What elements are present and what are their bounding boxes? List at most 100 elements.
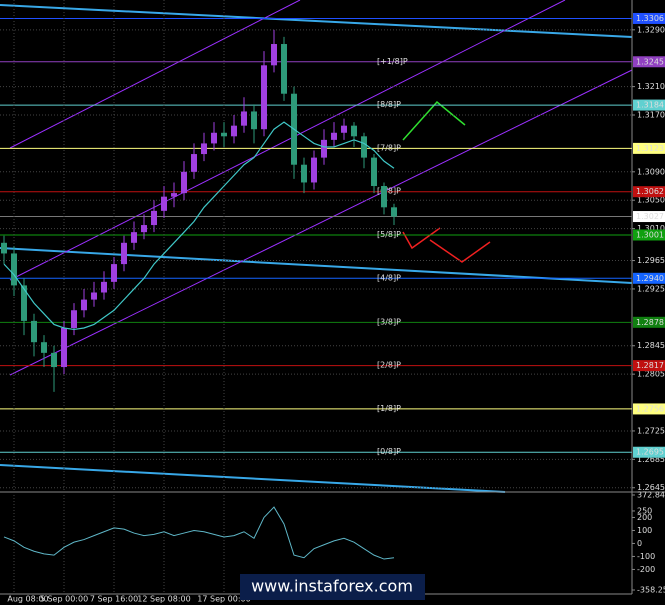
level-label: [5/8]P	[377, 230, 401, 239]
candle-body	[151, 210, 157, 226]
candle-body	[111, 264, 117, 282]
candle-body	[61, 328, 67, 368]
candle-body	[341, 125, 347, 133]
level-label: [0/8]P	[377, 447, 401, 456]
level-box	[633, 403, 665, 415]
y-tick-label: 1.2805	[637, 370, 665, 379]
indicator-tick-label: -100	[637, 552, 655, 561]
level-value: 1.3306	[636, 14, 664, 23]
level-value: 1.2756	[636, 404, 664, 413]
level-value: 1.2878	[636, 318, 664, 327]
candle-body	[281, 44, 287, 94]
candle-body	[251, 111, 257, 130]
indicator-tick-label: 100	[637, 526, 652, 535]
level-label: [2/8]P	[377, 361, 401, 370]
candle-body	[1, 242, 7, 254]
level-label: [4/8]P	[377, 273, 401, 282]
level-value: 1.2817	[636, 361, 664, 370]
candle-body	[71, 310, 77, 328]
x-tick-label: 12 Sep 08:00	[137, 595, 190, 604]
candle-body	[361, 136, 367, 158]
candle-body	[21, 285, 27, 321]
candle-body	[131, 232, 137, 243]
level-box	[633, 56, 665, 68]
candle-body	[211, 132, 217, 144]
candle-body	[141, 225, 147, 233]
x-tick-label: 5 Sep 00:00	[40, 595, 88, 604]
y-tick-label: 1.3010	[637, 224, 665, 233]
level-value: 1.2695	[636, 448, 664, 457]
level-label: [+1/8]P	[377, 57, 408, 66]
level-label: [6/8]P	[377, 187, 401, 196]
y-tick-label: 1.2925	[637, 284, 665, 293]
level-value: 1.3184	[636, 101, 664, 110]
candle-body	[81, 299, 87, 311]
level-box	[633, 272, 665, 284]
indicator-tick-label: -358.25	[637, 586, 665, 595]
x-tick-label: 7 Sep 16:00	[90, 595, 138, 604]
candle-body	[11, 253, 17, 286]
y-tick-label: 1.2645	[637, 483, 665, 492]
candle-body	[391, 207, 397, 217]
level-value: 1.3001	[636, 230, 664, 239]
y-tick-label: 1.2685	[637, 455, 665, 464]
watermark-box	[240, 574, 425, 600]
candle-body	[331, 132, 337, 140]
candle-body	[311, 157, 317, 183]
moving-average	[3, 121, 395, 331]
last-price-value: 1.3027	[636, 212, 664, 221]
level-box	[633, 142, 665, 154]
arrow	[402, 100, 466, 141]
candle-body	[231, 125, 237, 137]
arrow	[429, 239, 491, 263]
candle-body	[31, 320, 37, 343]
level-value: 1.3245	[636, 57, 664, 66]
candle-body	[191, 154, 197, 172]
candle-body	[371, 157, 377, 187]
candle-body	[241, 111, 247, 126]
indicator-tick-label: -200	[637, 565, 655, 574]
candle-body	[351, 125, 357, 137]
candle-body	[261, 65, 267, 130]
candle-body	[181, 171, 187, 194]
candle-body	[51, 352, 57, 368]
channel-line	[9, 0, 566, 281]
x-tick-label: 17 Sep 00:00	[197, 595, 250, 604]
candle-body	[161, 196, 167, 211]
level-label: [7/8]P	[377, 143, 401, 152]
level-box	[633, 360, 665, 372]
last-price-box	[633, 211, 665, 223]
level-value: 1.2940	[636, 274, 664, 283]
trend-line	[0, 247, 633, 284]
indicator-tick-label: 0	[637, 539, 642, 548]
indicator-tick-label: 372.8496	[637, 491, 665, 500]
candle-body	[221, 132, 227, 137]
candle-body	[91, 292, 97, 300]
trend-line	[0, 4, 633, 38]
indicator-line	[3, 506, 395, 560]
level-label: [3/8]P	[377, 317, 401, 326]
y-tick-label: 1.3210	[637, 82, 665, 91]
indicator-tick-label: 200	[637, 513, 652, 522]
candle-body	[301, 164, 307, 183]
candle-body	[171, 193, 177, 197]
y-tick-label: 1.2845	[637, 341, 665, 350]
y-tick-label: 1.3090	[637, 167, 665, 176]
candle-body	[121, 242, 127, 265]
indicator-tick-label: 250	[637, 506, 652, 515]
y-tick-label: 1.2725	[637, 426, 665, 435]
channel-line	[9, 0, 301, 149]
candle-body	[201, 143, 207, 155]
candle-body	[41, 342, 47, 353]
level-box	[633, 229, 665, 241]
level-box	[633, 12, 665, 24]
candle-body	[101, 281, 107, 293]
level-value: 1.3123	[636, 144, 664, 153]
y-tick-label: 1.3170	[637, 111, 665, 120]
level-label: [8/8]P	[377, 100, 401, 109]
y-tick-label: 1.2965	[637, 256, 665, 265]
candle-body	[321, 139, 327, 158]
y-tick-label: 1.3050	[637, 196, 665, 205]
level-box	[633, 186, 665, 198]
candle-body	[381, 186, 387, 208]
